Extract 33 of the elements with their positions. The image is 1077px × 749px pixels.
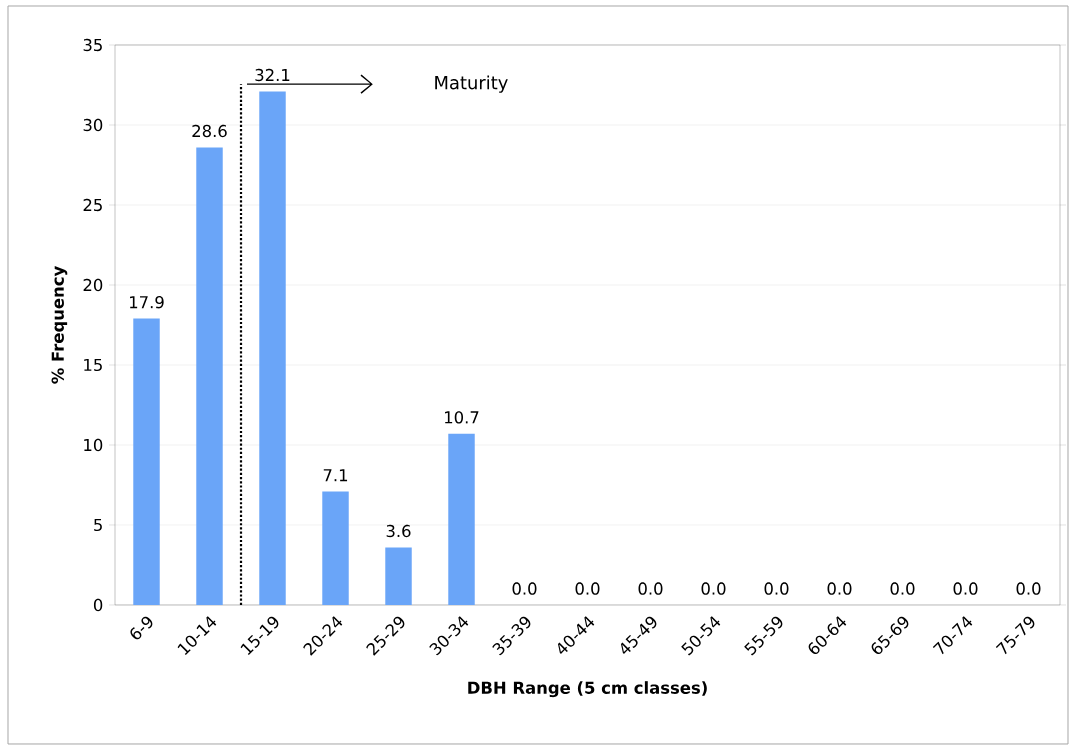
y-tick-label: 5 [94, 518, 102, 532]
bar [259, 91, 286, 605]
y-tick-label: 10 [84, 438, 103, 452]
bar [448, 433, 475, 605]
y-tick-label: 20 [83, 278, 103, 292]
data-label: 0.0 [1016, 582, 1041, 595]
data-label: 28.6 [192, 124, 227, 138]
bar [196, 147, 223, 605]
data-label: 0.0 [638, 582, 663, 595]
x-axis-title: DBH Range (5 cm classes) [468, 681, 707, 698]
y-axis-title: % Frequency [51, 266, 68, 384]
ref-line-label: Maturity [435, 75, 508, 93]
y-tick-label: 25 [83, 198, 102, 212]
data-label: 10.7 [445, 411, 479, 424]
data-label: 0.0 [512, 582, 537, 595]
data-label: 0.0 [953, 582, 978, 595]
bar [385, 547, 412, 605]
data-label: 0.0 [575, 582, 600, 595]
data-label: 0.0 [701, 582, 726, 595]
y-tick-label: 35 [83, 38, 102, 52]
y-tick-label: 0 [93, 598, 103, 612]
data-label: 0.0 [827, 582, 852, 595]
y-tick-label: 30 [83, 118, 103, 132]
data-label: 17.9 [130, 295, 164, 309]
data-label: 0.0 [890, 582, 915, 595]
x-tick-label: 6-9 [130, 616, 153, 640]
bar [133, 318, 160, 605]
data-label: 3.6 [386, 524, 411, 538]
y-tick-label: 15 [84, 358, 102, 372]
data-label: 32.1 [255, 68, 290, 82]
data-label: 0.0 [764, 582, 789, 595]
data-label: 7.1 [323, 469, 348, 482]
bar [322, 491, 349, 605]
